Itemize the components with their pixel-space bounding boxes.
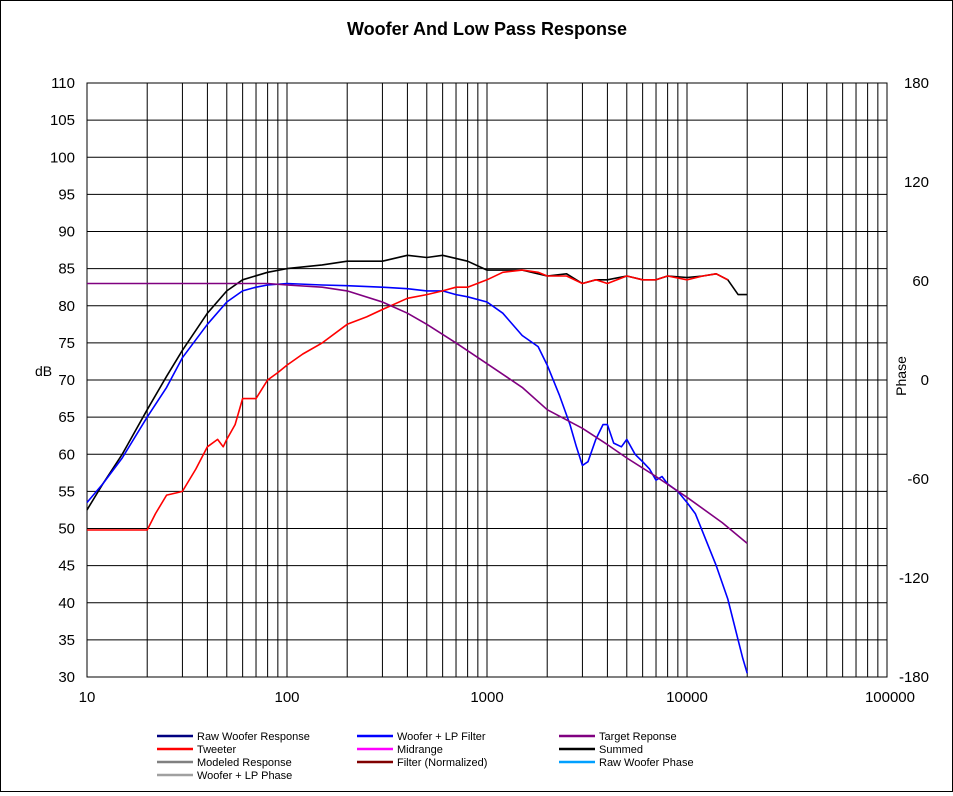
chart-title: Woofer And Low Pass Response — [347, 19, 627, 39]
legend: Raw Woofer Response Woofer + LP Filter Tar… — [157, 731, 694, 782]
x-tick-label: 10 — [79, 689, 96, 706]
series-tweeter — [87, 269, 729, 531]
y-tick-label: 65 — [58, 409, 75, 426]
y-tick-label: 105 — [50, 112, 75, 129]
legend-label: Filter (Normalized) — [397, 757, 487, 769]
legend-label: Midrange — [397, 744, 443, 756]
y-tick-label: 110 — [51, 75, 75, 92]
y-tick-label: 85 — [58, 261, 75, 278]
legend-label: Woofer + LP Filter — [397, 731, 486, 743]
y-tick-label: 40 — [58, 595, 75, 612]
y2-tick-label: -180 — [899, 669, 929, 686]
y2-tick-label: 120 — [904, 174, 929, 191]
legend-label: Raw Woofer Phase — [599, 757, 694, 769]
legend-label: Target Reponse — [599, 731, 677, 743]
series-layer — [86, 254, 748, 674]
plot-grid — [86, 82, 887, 678]
legend-label: Modeled Response — [197, 757, 292, 769]
y-tick-label: 90 — [58, 224, 75, 241]
series-target-reponse — [87, 282, 748, 545]
y-tick-label: 45 — [58, 558, 75, 575]
tick-labels: 3035404550556065707580859095100105110-18… — [50, 75, 929, 706]
y-tick-label: 75 — [58, 335, 75, 352]
y-tick-label: 80 — [58, 298, 75, 315]
series-woofer-lp-filter — [86, 282, 748, 674]
y2-tick-label: 0 — [921, 372, 929, 389]
plot-area — [86, 82, 888, 678]
y-tick-label: 60 — [58, 446, 75, 463]
y2-tick-label: 180 — [904, 75, 929, 92]
x-tick-label: 100000 — [865, 689, 915, 706]
y2-tick-label: -120 — [899, 570, 929, 587]
x-tick-label: 1000 — [470, 689, 503, 706]
legend-label: Raw Woofer Response — [197, 731, 310, 743]
legend-label: Summed — [599, 744, 643, 756]
legend-label: Woofer + LP Phase — [197, 770, 292, 782]
y2-tick-label: -60 — [907, 471, 929, 488]
y-tick-label: 95 — [58, 186, 75, 203]
y2-tick-label: 60 — [912, 273, 929, 290]
y-axis-label: dB — [35, 363, 52, 379]
y2-axis-label: Phase — [893, 356, 909, 396]
y-tick-label: 70 — [58, 372, 75, 389]
y-tick-label: 35 — [58, 632, 75, 649]
y-tick-label: 50 — [58, 521, 75, 538]
y-tick-label: 100 — [50, 149, 75, 166]
legend-label: Tweeter — [197, 744, 236, 756]
y-tick-label: 30 — [58, 669, 75, 686]
x-tick-label: 100 — [274, 689, 299, 706]
x-tick-label: 10000 — [666, 689, 708, 706]
y-tick-label: 55 — [58, 483, 75, 500]
